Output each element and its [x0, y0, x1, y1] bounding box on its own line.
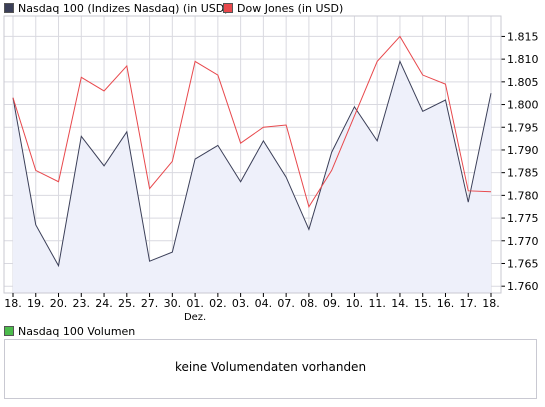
volume-empty-message: keine Volumendaten vorhanden	[174, 360, 367, 374]
x-tick-label: 24.	[95, 297, 113, 310]
y-tick-label: 1.775	[507, 212, 539, 225]
x-tick-label: 04.	[255, 297, 273, 310]
series-2-line	[12, 35, 492, 208]
x-tick-label: 16.	[437, 297, 455, 310]
legend-volume-label: Nasdaq 100 Volumen	[18, 325, 136, 338]
x-tick-label: 14.	[391, 297, 409, 310]
legend-series-2: Dow Jones (in USD)	[223, 2, 343, 15]
y-tick-label: 1.805	[507, 76, 539, 89]
series-1-swatch	[4, 3, 14, 13]
legend-series-1-label: Nasdaq 100 (Indizes Nasdaq) (in USD)	[18, 2, 229, 15]
y-tick-label: 1.810	[507, 53, 539, 66]
volume-panel: keine Volumendaten vorhanden	[4, 339, 537, 399]
y-tick-label: 1.765	[507, 257, 539, 270]
x-tick-label: 20.	[50, 297, 68, 310]
volume-swatch	[4, 326, 14, 336]
x-tick-label: 19.	[27, 297, 45, 310]
x-tick-label: 03.	[232, 297, 250, 310]
series-2-swatch	[223, 3, 233, 13]
x-tick-label: 27.	[141, 297, 159, 310]
x-tick-label: 18.	[4, 297, 22, 310]
x-tick-label: 02.	[209, 297, 227, 310]
y-tick-label: 1.795	[507, 121, 539, 134]
y-tick-label: 1.785	[507, 167, 539, 180]
legend-volume: Nasdaq 100 Volumen	[4, 325, 135, 338]
y-tick-label: 1.770	[507, 235, 539, 248]
y-tick-label: 1.780	[507, 189, 539, 202]
price-chart: 1.760 1.765 1.770 1.775 1.780 1.785 1.790 1.795…	[3, 15, 539, 323]
y-tick-label: 1.815	[507, 30, 539, 43]
series-1-area	[13, 61, 491, 293]
x-tick-label: 08.	[300, 297, 318, 310]
series-1-line	[12, 59, 492, 268]
x-tick-label: 30.	[164, 297, 182, 310]
x-tick-label: 17.	[459, 297, 477, 310]
y-tick-label: 1.800	[507, 99, 539, 112]
x-tick-label: 09.	[323, 297, 341, 310]
legend-series-1: Nasdaq 100 (Indizes Nasdaq) (in USD)	[4, 2, 229, 15]
plot-frame	[3, 15, 502, 294]
legend-series-2-label: Dow Jones (in USD)	[237, 2, 344, 15]
x-tick-label: 07.	[277, 297, 295, 310]
x-tick-label: 23.	[73, 297, 91, 310]
x-tick-label: 15.	[414, 297, 432, 310]
x-tick-label: 10.	[346, 297, 364, 310]
x-tick-label: 18.	[482, 297, 500, 310]
x-tick-label: 01.	[186, 297, 204, 310]
y-tick-label: 1.790	[507, 144, 539, 157]
y-tick-label: 1.760	[507, 280, 539, 293]
x-month-label: Dez.	[184, 312, 206, 323]
x-tick-label: 25.	[118, 297, 136, 310]
x-tick-label: 11.	[368, 297, 386, 310]
